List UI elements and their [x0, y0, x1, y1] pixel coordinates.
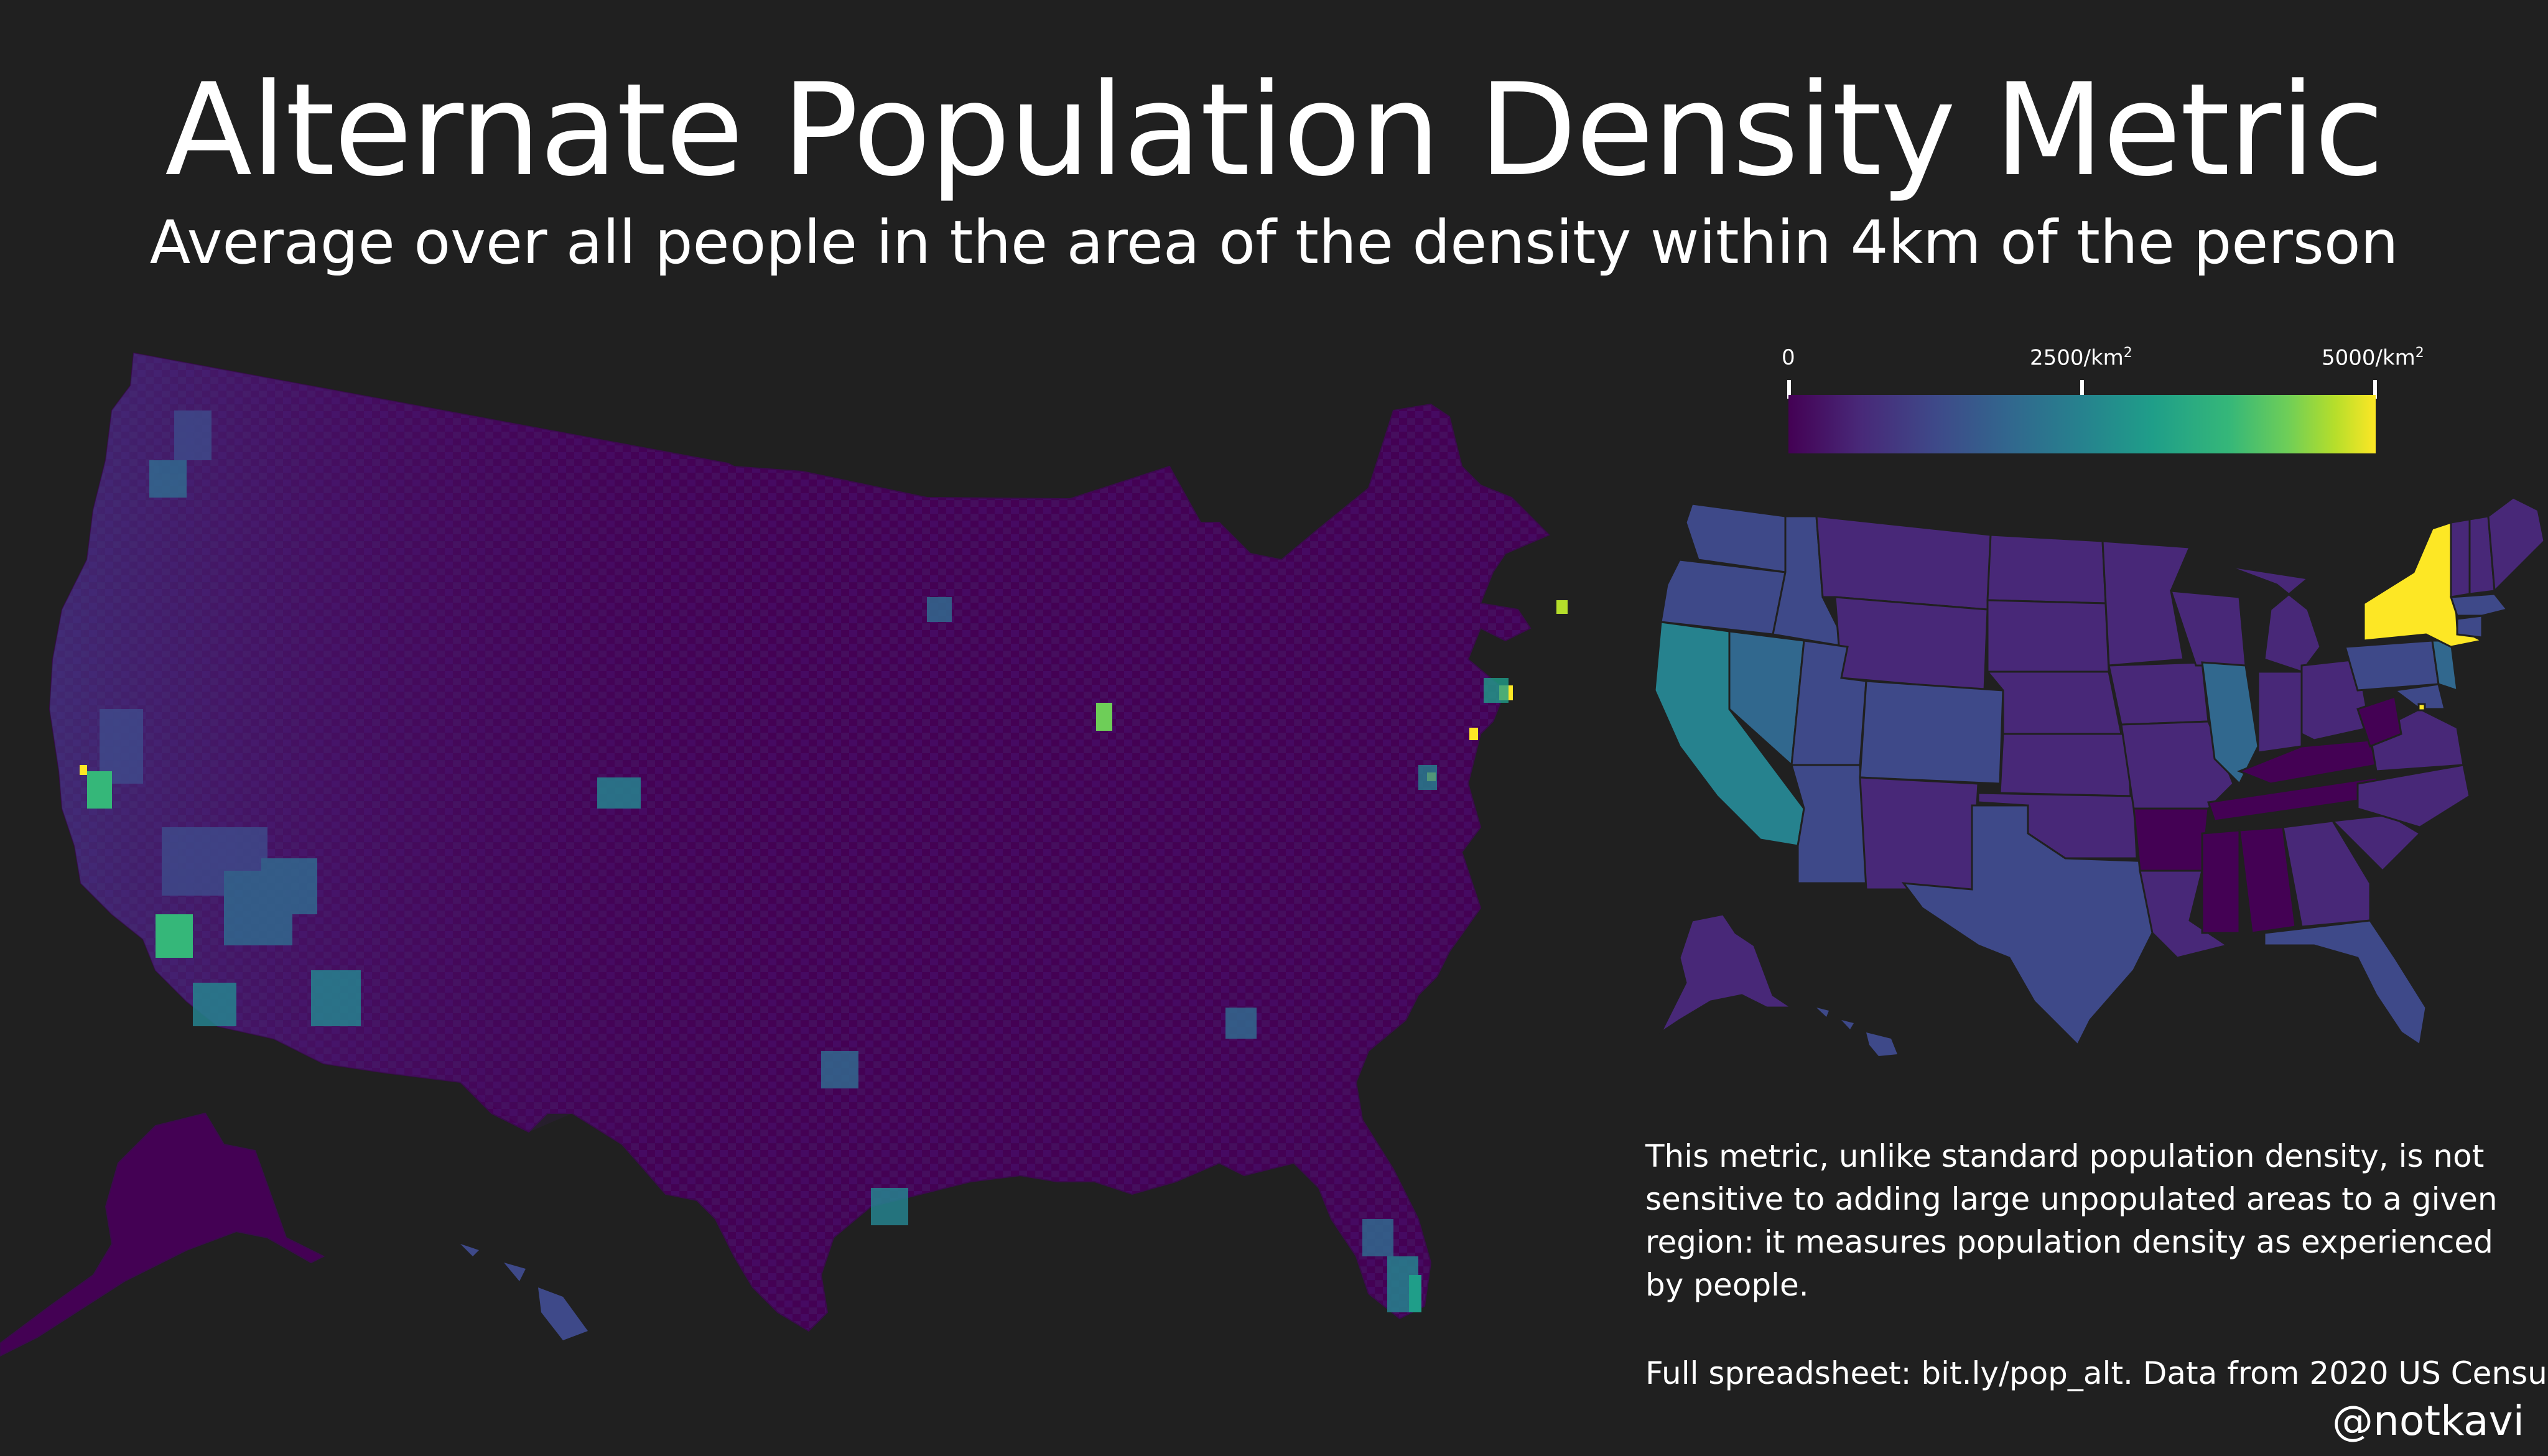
- state-tx: [1901, 804, 2160, 1047]
- state-me: [2487, 496, 2546, 593]
- legend-tick-mark-0: [1787, 380, 1791, 399]
- state-ar: [2132, 807, 2210, 872]
- legend-tick-label-5000: 5000/km2: [2322, 345, 2424, 371]
- state-il: [2201, 661, 2259, 786]
- state-sc: [2330, 814, 2422, 873]
- author-credit: @notkavi: [2332, 1397, 2524, 1445]
- state-dc: [2417, 703, 2426, 712]
- state-or: [1660, 559, 1787, 636]
- hotspot-los-angeles: [156, 914, 193, 958]
- map-title: Alternate Population Density Metric: [165, 57, 2384, 205]
- state-co: [1859, 680, 2004, 785]
- state-ms: [2201, 829, 2241, 934]
- hotspot-san-francisco: [87, 771, 112, 809]
- hotspot-ny-metro: [1484, 678, 1509, 703]
- county-tint-regions: [100, 410, 1418, 1312]
- state-az: [1790, 764, 1867, 884]
- state-mn: [2101, 540, 2192, 667]
- hotspot-dc-metro: [1418, 765, 1437, 790]
- state-sd: [1986, 599, 2110, 673]
- state-in: [2257, 670, 2303, 754]
- hotspot-chicago: [1096, 703, 1112, 731]
- state-nm: [1859, 776, 1979, 891]
- legend-tick-mark-2500: [2080, 380, 2084, 399]
- state-ma: [2449, 593, 2509, 617]
- state-density-map: [1653, 496, 2546, 1056]
- state-mo: [2120, 720, 2234, 810]
- color-legend: 0 2500/km2 5000/km2: [1782, 345, 2424, 470]
- data-source-line: Full spreadsheet: bit.ly/pop_alt. Data f…: [1645, 1355, 2548, 1391]
- state-ks: [1999, 733, 2132, 797]
- state-hi: [1816, 1008, 1897, 1056]
- hotspot-miami: [1409, 1275, 1421, 1312]
- state-ia: [2108, 661, 2210, 726]
- state-md: [2392, 683, 2446, 710]
- state-ga: [2282, 820, 2371, 928]
- state-nd: [1986, 534, 2107, 605]
- state-ne: [1985, 670, 2123, 735]
- state-al: [2238, 826, 2297, 934]
- map-subtitle: Average over all people in the area of t…: [149, 208, 2399, 277]
- metric-explanation-note: This metric, unlike standard population …: [1645, 1138, 2498, 1303]
- legend-tick-label-2500: 2500/km2: [2030, 345, 2132, 371]
- state-wv: [2356, 695, 2402, 748]
- state-mt: [1815, 515, 1992, 611]
- hotspot-philadelphia: [1469, 728, 1478, 740]
- hotspot-sf-core: [80, 765, 87, 775]
- hawaii-counties-shape: [460, 1244, 588, 1340]
- legend-tick-mark-5000: [2373, 380, 2377, 399]
- state-nc: [2356, 764, 2471, 828]
- state-vt: [2450, 518, 2471, 598]
- county-density-map: [0, 352, 1568, 1357]
- state-wa: [1685, 503, 1787, 573]
- state-ct: [2456, 614, 2483, 639]
- state-wy: [1834, 596, 1989, 692]
- state-ak: [1658, 913, 1795, 1036]
- alaska-counties-shape: [0, 1112, 325, 1357]
- state-pa: [2344, 639, 2440, 692]
- legend-colorbar: [1788, 395, 2376, 453]
- state-fl: [2263, 919, 2427, 1047]
- hotspot-boston: [1556, 600, 1568, 614]
- legend-tick-label-0: 0: [1782, 345, 1795, 370]
- county-hotspots: [80, 600, 1568, 1312]
